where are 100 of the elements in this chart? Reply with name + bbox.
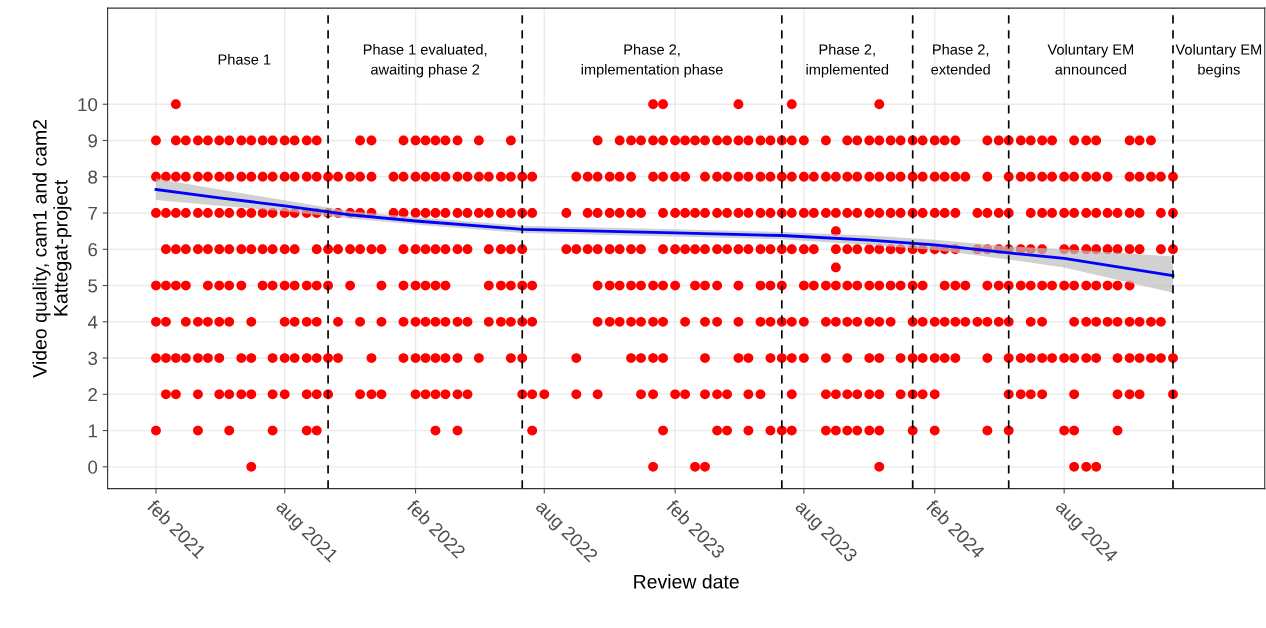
point: [170, 99, 181, 110]
y-tick-label: 4: [87, 315, 98, 329]
point: [680, 389, 691, 400]
y-tick-label: 9: [88, 134, 97, 148]
point: [982, 425, 993, 436]
point: [410, 389, 421, 400]
point: [1037, 389, 1048, 400]
point: [743, 389, 754, 400]
y-tick-label: 2: [88, 388, 97, 402]
annotation: Phase 1: [218, 53, 271, 65]
annotation: Phase 2, implementation phase: [581, 43, 723, 78]
point: [1069, 425, 1080, 436]
point: [733, 99, 744, 110]
point: [267, 425, 278, 436]
y-tick-label: 1: [88, 424, 97, 438]
point: [279, 389, 290, 400]
point: [301, 389, 312, 400]
point: [842, 389, 853, 400]
point: [246, 389, 257, 400]
y-tick-label: 7: [88, 206, 97, 220]
point: [821, 389, 831, 400]
y-tick-label: 0: [88, 460, 98, 474]
point: [224, 389, 235, 400]
point: [874, 461, 885, 472]
point: [301, 425, 312, 436]
point: [430, 389, 441, 400]
point: [236, 389, 247, 400]
point: [224, 425, 235, 436]
point: [161, 389, 171, 400]
point: [648, 389, 659, 400]
point: [452, 389, 463, 400]
point: [592, 389, 603, 400]
y-tick-label: 10: [78, 97, 98, 112]
point: [786, 425, 797, 436]
point: [712, 425, 723, 436]
point: [874, 389, 885, 400]
point: [722, 425, 732, 436]
point: [420, 389, 431, 400]
point: [765, 425, 776, 436]
point: [743, 425, 754, 436]
y-tick-label: 5: [88, 279, 98, 293]
point: [527, 425, 538, 436]
point: [658, 99, 668, 110]
y-tick-label: 8: [88, 170, 98, 184]
point: [1091, 461, 1102, 472]
point: [830, 389, 841, 400]
point: [1069, 389, 1080, 400]
point: [246, 461, 257, 472]
point: [1081, 461, 1092, 472]
point: [852, 425, 863, 436]
point: [311, 425, 322, 436]
y-tick-label: 6: [88, 242, 98, 257]
point: [929, 389, 940, 400]
point: [874, 425, 885, 436]
point: [852, 389, 863, 400]
point: [670, 389, 681, 400]
point: [786, 99, 797, 110]
y-axis-title: Video quality, cam1 and cam2 Kattegat-project: [32, 119, 72, 378]
point: [1112, 425, 1123, 436]
point: [1134, 389, 1145, 400]
annotation: Voluntary EM begins: [1175, 43, 1262, 78]
point: [842, 425, 853, 436]
point: [1124, 389, 1135, 400]
point: [214, 389, 225, 400]
point: [864, 389, 875, 400]
point: [355, 389, 365, 400]
point: [539, 389, 550, 400]
line-series: [154, 188, 1175, 278]
point: [170, 389, 181, 400]
point: [1112, 389, 1123, 400]
point: [462, 389, 473, 400]
point: [193, 389, 203, 400]
point: [722, 389, 732, 400]
point: [440, 389, 451, 400]
point: [527, 389, 538, 400]
x-axis-title: Review date: [634, 574, 739, 589]
point: [895, 389, 906, 400]
point: [658, 425, 668, 436]
point: [430, 425, 441, 436]
point: [1059, 425, 1070, 436]
point: [874, 99, 885, 110]
point: [648, 99, 659, 110]
point: [193, 425, 203, 436]
point: [830, 262, 841, 273]
point: [821, 425, 831, 436]
point: [776, 425, 787, 436]
point: [929, 425, 940, 436]
point: [786, 389, 797, 400]
annotation: Phase 2, implemented: [806, 43, 889, 78]
point: [864, 425, 875, 436]
point: [366, 389, 377, 400]
point: [1015, 389, 1026, 400]
annotation: Phase 2, extended: [931, 43, 990, 75]
point: [700, 389, 710, 400]
y-tick-label: 3: [88, 351, 98, 366]
annotation: Phase 1 evaluated, awaiting phase 2: [363, 43, 487, 78]
point: [648, 461, 659, 472]
point: [1025, 389, 1036, 400]
annotation: Voluntary EM announced: [1047, 43, 1134, 75]
point: [452, 425, 463, 436]
